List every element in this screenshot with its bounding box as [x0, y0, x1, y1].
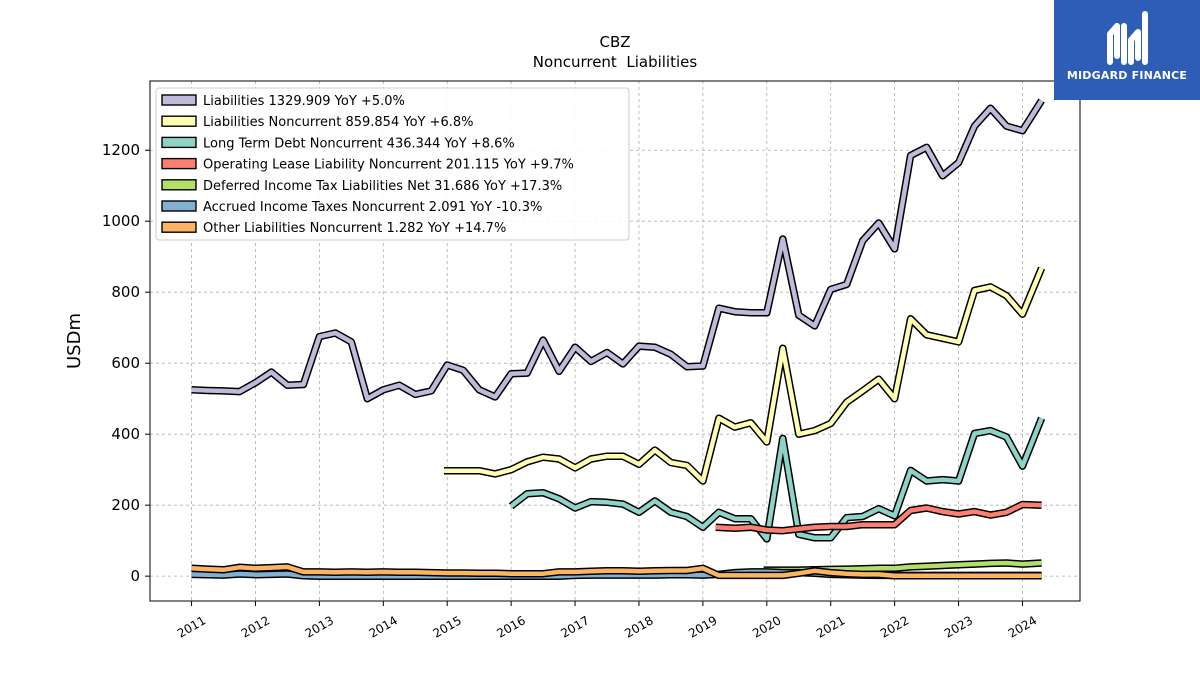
brand-name: MIDGARD FINANCE [1066, 69, 1188, 82]
plot-frame [149, 80, 1081, 602]
series-3 [715, 500, 1042, 535]
legend-label: Deferred Income Tax Liabilities Net 31.6… [203, 179, 562, 194]
legend-swatch [161, 136, 197, 149]
legend-swatch [161, 200, 197, 212]
series-2 [508, 416, 1046, 543]
legend-box [155, 87, 630, 241]
series-line [715, 502, 1042, 533]
legend-label: Accrued Income Taxes Noncurrent 2.091 Yo… [203, 200, 542, 215]
legend-swatch [161, 94, 197, 106]
series-line [191, 564, 1042, 579]
x-tick-label: 2022 [878, 613, 911, 640]
x-tick-label: 2019 [686, 613, 719, 640]
y-tick-label: 200 [111, 496, 140, 514]
legend-item: Long Term Debt Noncurrent 436.344 YoY +8… [161, 136, 515, 151]
legend-swatch [161, 157, 197, 170]
legend-item: Accrued Income Taxes Noncurrent 2.091 Yo… [161, 200, 542, 215]
y-tick-label: 400 [111, 425, 140, 443]
x-tick-label: 2011 [175, 613, 208, 640]
x-tick-label: 2012 [239, 613, 272, 640]
legend-item: Liabilities Noncurrent 859.854 YoY +6.8% [161, 115, 474, 130]
legend-label: Other Liabilities Noncurrent 1.282 YoY +… [203, 221, 506, 236]
series-0 [191, 98, 1045, 403]
legend-item: Liabilities 1329.909 YoY +5.0% [161, 94, 405, 109]
x-tick-label: 2024 [1006, 613, 1039, 640]
series-line-outline [444, 266, 1046, 485]
series-lines [191, 98, 1046, 580]
series-line [444, 267, 1044, 484]
x-tick-label: 2021 [814, 613, 847, 640]
chart-subtitle: Noncurrent Liabilities [533, 53, 698, 71]
y-tick-label: 0 [130, 567, 140, 585]
legend-label: Long Term Debt Noncurrent 436.344 YoY +8… [203, 136, 515, 151]
x-tick-label: 2013 [303, 613, 336, 640]
legend-swatch [161, 221, 197, 233]
x-tick-label: 2020 [750, 613, 783, 640]
series-6 [191, 563, 1042, 580]
legend-swatch [161, 179, 197, 191]
series-1 [444, 266, 1046, 485]
x-tick-label: 2018 [622, 613, 655, 640]
series-line [509, 417, 1044, 542]
legend-label: Operating Lease Liability Noncurrent 201… [203, 158, 574, 173]
x-tick-label: 2014 [367, 613, 400, 640]
x-tick-label: 2016 [494, 613, 527, 640]
legend-label: Liabilities 1329.909 YoY +5.0% [203, 94, 405, 109]
brand-logo: MIDGARD FINANCE [1054, 0, 1200, 100]
x-tick-label: 2017 [558, 613, 591, 640]
y-tick-label: 1200 [102, 141, 140, 159]
y-tick-label: 1000 [102, 212, 140, 230]
legend-item: Deferred Income Tax Liabilities Net 31.6… [161, 179, 562, 194]
legend-swatch [161, 115, 197, 127]
legend-item: Operating Lease Liability Noncurrent 201… [161, 157, 574, 173]
logo-mark-icon [1107, 11, 1148, 65]
legend-item: Other Liabilities Noncurrent 1.282 YoY +… [161, 221, 506, 236]
chart-title: CBZ [599, 33, 630, 51]
series-line [191, 99, 1044, 401]
x-tick-label: 2015 [430, 613, 463, 640]
legend-label: Liabilities Noncurrent 859.854 YoY +6.8% [203, 115, 474, 130]
x-tick-label: 2023 [942, 613, 975, 640]
legend: Liabilities 1329.909 YoY +5.0% Liabilitie… [155, 87, 630, 241]
y-axis-label: USDm [64, 313, 85, 369]
y-tick-label: 800 [111, 283, 140, 301]
y-tick-label: 600 [111, 354, 140, 372]
